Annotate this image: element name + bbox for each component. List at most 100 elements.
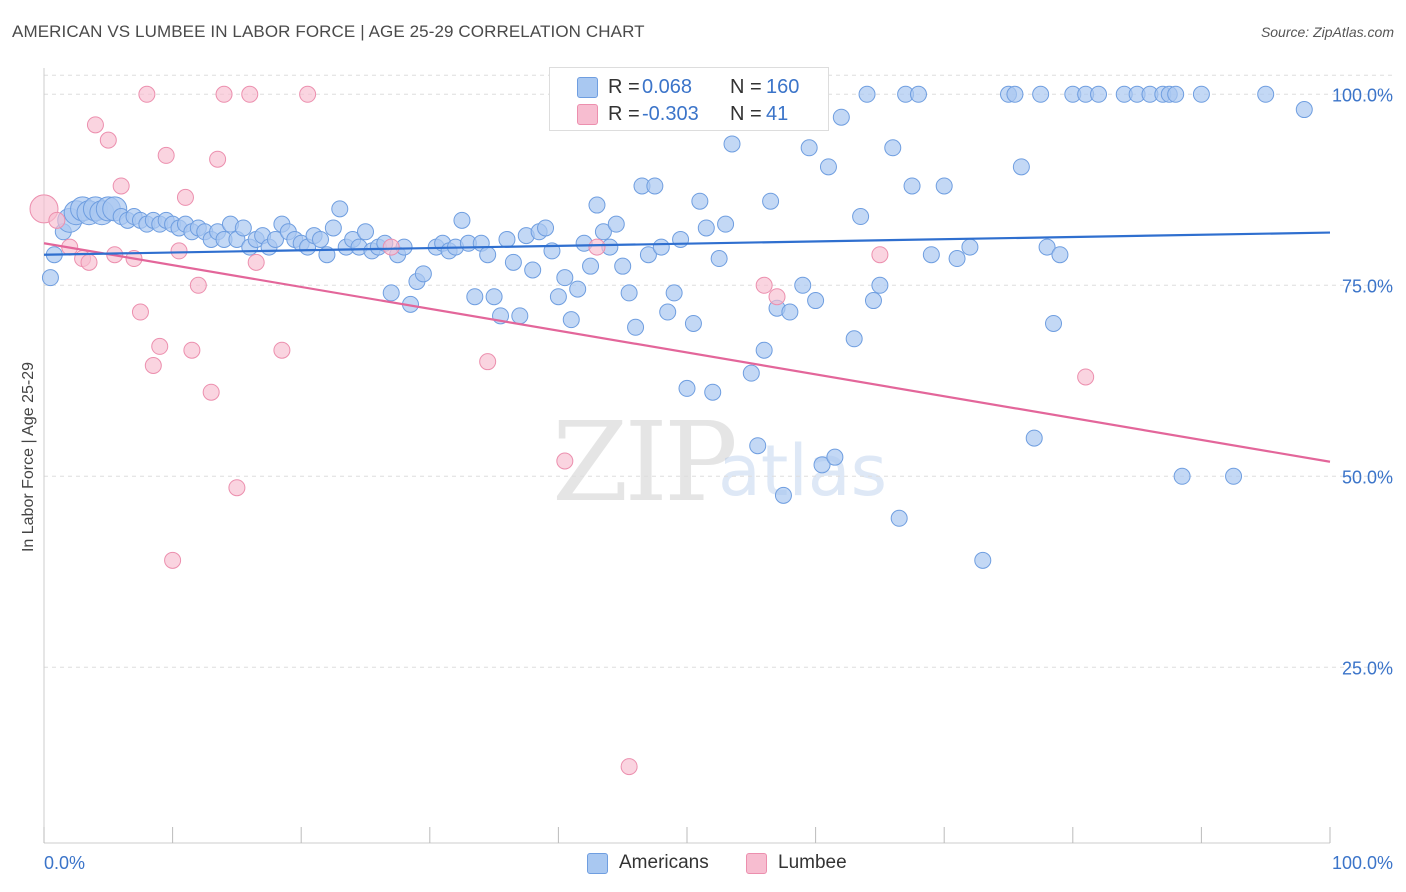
americans-point	[324, 219, 342, 237]
tick-labels: 25.0% 50.0% 75.0% 100.0% 0.0% 100.0%	[44, 85, 1393, 873]
lumbee-point	[382, 238, 400, 256]
americans-point	[627, 318, 645, 336]
americans-point	[652, 238, 670, 256]
americans-point	[614, 257, 632, 275]
americans-point	[1006, 85, 1024, 103]
lumbee-point	[273, 341, 291, 359]
americans-point	[414, 265, 432, 283]
americans-point	[948, 250, 966, 268]
legend-n-label: N =	[730, 76, 762, 98]
americans-point	[832, 108, 850, 126]
lumbee-point	[86, 116, 104, 134]
legend-r-label: R =	[608, 103, 640, 125]
lumbee-point	[183, 341, 201, 359]
lumbee-point	[768, 288, 786, 306]
lumbee-point	[112, 177, 130, 195]
americans-point	[311, 230, 329, 248]
americans-point	[864, 292, 882, 310]
americans-point	[1167, 85, 1185, 103]
americans-point	[1090, 85, 1108, 103]
americans-point	[485, 288, 503, 306]
americans-point	[794, 276, 812, 294]
americans-point	[453, 211, 471, 229]
americans-point	[845, 330, 863, 348]
americans-point	[704, 383, 722, 401]
y-tick-label-50: 50.0%	[1342, 467, 1393, 487]
gridlines	[44, 74, 1394, 668]
americans-point	[762, 192, 780, 210]
americans-point	[1051, 246, 1069, 264]
americans-point	[1025, 429, 1043, 447]
americans-point	[697, 219, 715, 237]
lumbee-point	[202, 383, 220, 401]
americans-point	[935, 177, 953, 195]
lumbee-point	[170, 242, 188, 260]
americans-legend-label: Americans	[619, 852, 709, 873]
legend-r-value: -0.303	[642, 103, 699, 125]
lumbee-point	[479, 353, 497, 371]
lumbee-point	[755, 276, 773, 294]
americans-point	[479, 246, 497, 264]
lumbee-point	[209, 150, 227, 168]
americans-trend-line	[43, 231, 1331, 256]
americans-point	[1032, 85, 1050, 103]
americans-point	[1192, 85, 1210, 103]
legend-row-americans: R = 0.068 N = 160	[550, 74, 828, 100]
lumbee-point	[871, 246, 889, 264]
correlation-legend: R = 0.068 N = 160 R = -0.303 N = 41	[549, 67, 829, 131]
americans-point	[678, 379, 696, 397]
lumbee-point	[48, 211, 66, 229]
americans-point	[781, 303, 799, 321]
legend-r-label: R =	[608, 76, 640, 98]
americans-point	[871, 276, 889, 294]
americans-point	[742, 364, 760, 382]
x-tick-label-min: 0.0%	[44, 853, 85, 873]
lumbee-point	[164, 551, 182, 569]
americans-point	[646, 177, 664, 195]
lumbee-legend-swatch	[746, 853, 767, 874]
americans-point	[556, 269, 574, 287]
americans-point	[537, 219, 555, 237]
americans-point	[755, 341, 773, 359]
legend-n-value: 41	[766, 103, 789, 125]
americans-point	[620, 284, 638, 302]
americans-point	[1045, 314, 1063, 332]
americans-points	[41, 85, 1313, 569]
americans-point	[723, 135, 741, 153]
americans-point	[807, 292, 825, 310]
americans-point	[1295, 101, 1313, 119]
americans-point	[1038, 238, 1056, 256]
americans-point	[717, 215, 735, 233]
lumbee-point	[176, 188, 194, 206]
americans-point	[819, 158, 837, 176]
americans-point	[511, 307, 529, 325]
americans-legend-swatch	[587, 853, 608, 874]
americans-point	[684, 314, 702, 332]
americans-point	[961, 238, 979, 256]
source-label: Source: ZipAtlas.com	[1260, 24, 1394, 40]
americans-point	[41, 269, 59, 287]
lumbee-point	[151, 337, 169, 355]
americans-point	[884, 139, 902, 157]
lumbee-point	[620, 758, 638, 776]
americans-point	[466, 288, 484, 306]
americans-point	[852, 208, 870, 226]
lumbee-points	[29, 85, 1095, 776]
americans-point	[382, 284, 400, 302]
watermark-atlas: atlas	[718, 430, 888, 512]
x-tick-label-max: 100.0%	[1332, 853, 1393, 873]
lumbee-point	[299, 85, 317, 103]
lumbee-point	[189, 276, 207, 294]
trend-lines	[43, 231, 1331, 463]
americans-point	[582, 257, 600, 275]
americans-point	[826, 448, 844, 466]
americans-point	[504, 253, 522, 271]
americans-point	[588, 196, 606, 214]
americans-point	[524, 261, 542, 279]
chart-title: AMERICAN VS LUMBEE IN LABOR FORCE | AGE …	[12, 22, 645, 41]
americans-point	[357, 223, 374, 241]
y-tick-label-75: 75.0%	[1342, 276, 1393, 296]
y-tick-label-25: 25.0%	[1342, 658, 1393, 678]
lumbee-point	[247, 253, 265, 271]
americans-point	[749, 437, 767, 455]
